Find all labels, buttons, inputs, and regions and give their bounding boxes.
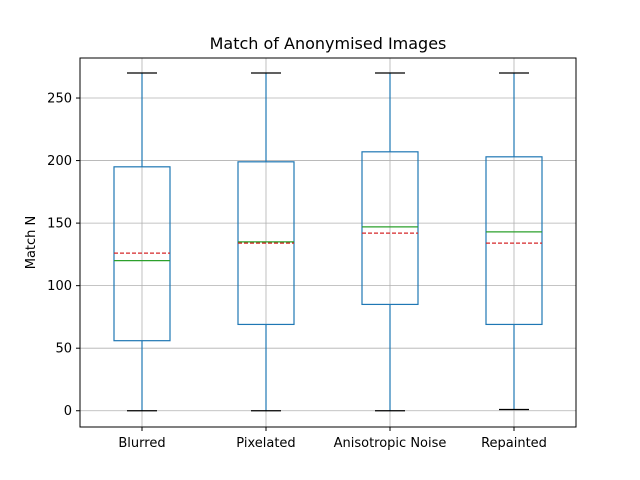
y-tick-label-200: 200	[47, 154, 72, 169]
y-tick-label-50: 50	[55, 342, 72, 357]
x-tick-label-0: Blurred	[118, 436, 165, 451]
x-tick-label-1: Pixelated	[236, 436, 295, 451]
x-tick-label-3: Repainted	[481, 436, 547, 451]
y-axis-label: Match N	[24, 216, 39, 270]
box-group-0	[113, 72, 171, 412]
plot-frame	[79, 57, 577, 428]
x-tick-label-2: Anisotropic Noise	[334, 436, 447, 451]
y-tick-label-150: 150	[47, 217, 72, 232]
box-2	[361, 151, 419, 306]
chart-title: Match of Anonymised Images	[210, 34, 447, 53]
y-tick-label-0: 0	[64, 404, 72, 419]
box-layer	[113, 72, 543, 412]
box-3	[485, 156, 543, 326]
box-group-3	[485, 72, 543, 411]
tick-layer: 0 50 100 150 200 250 Blurred Pixelated Anisotrop…	[47, 92, 547, 451]
y-tick-label-250: 250	[47, 92, 72, 107]
box-0	[113, 166, 171, 342]
grid-layer	[80, 58, 576, 427]
box-group-2	[361, 72, 419, 412]
box-group-1	[237, 72, 295, 412]
y-tick-label-100: 100	[47, 279, 72, 294]
